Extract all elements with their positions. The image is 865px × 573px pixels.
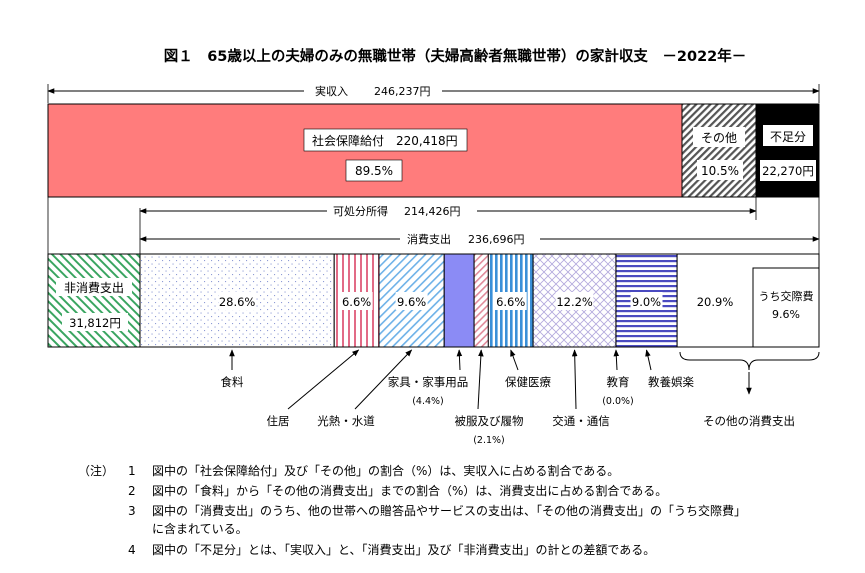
social-expense-label: うち交際費 bbox=[759, 289, 814, 303]
pointer-health bbox=[510, 349, 519, 371]
category-label-furniture: 家具・家事用品 bbox=[388, 375, 469, 389]
category-label-health: 保健医療 bbox=[505, 375, 551, 389]
percent-food: 28.6% bbox=[219, 295, 256, 309]
other-consumption-brace bbox=[679, 351, 820, 371]
income-arrow: 実収入 246,237円 bbox=[47, 83, 820, 99]
percent-bg-recreation bbox=[630, 292, 663, 310]
social-security-percent: 89.5% bbox=[355, 164, 393, 178]
income-row: 社会保障給付 220,418円 89.5% その他 10.5% 不足分 22,2… bbox=[47, 103, 820, 198]
income-arrow-value: 246,237円 bbox=[374, 85, 431, 98]
disposable-income-arrow: 可処分所得 214,426円 bbox=[139, 203, 757, 219]
category-label-other-consumption: その他の消費支出 bbox=[703, 414, 795, 428]
category-sublabel-clothing: (2.1%) bbox=[473, 435, 505, 446]
other-income-percent: 10.5% bbox=[701, 164, 739, 178]
pointer-clothing bbox=[477, 349, 484, 410]
other-income-label: その他 bbox=[701, 131, 737, 145]
percent-utilities: 9.6% bbox=[397, 295, 426, 309]
social-security-value: 220,418円 bbox=[396, 134, 458, 148]
percent-bg-transport bbox=[555, 292, 594, 310]
percent-bg-utilities bbox=[395, 292, 428, 310]
consumption-arrow-label: 消費支出 bbox=[407, 232, 451, 246]
pointer-recreation bbox=[645, 349, 652, 371]
disposable-arrow-label: 可処分所得 bbox=[333, 205, 388, 218]
category-label-food: 食料 bbox=[221, 375, 244, 389]
shortfall-value: 22,270円 bbox=[762, 164, 814, 178]
pointer-furniture bbox=[456, 349, 463, 371]
category-sublabel-education: (0.0%) bbox=[602, 396, 634, 407]
income-arrow-label: 実収入 bbox=[315, 84, 348, 98]
category-label-housing: 住居 bbox=[267, 414, 290, 428]
social-expense-percent: 9.6% bbox=[772, 308, 800, 321]
category-label-education: 教育 bbox=[607, 375, 630, 389]
expense-row: 非消費支出 31,812円 28.6% 6.6% 9.6% 6.6% 12.2% 9.0%… bbox=[47, 253, 820, 348]
percent-bg-health bbox=[494, 292, 527, 310]
category-label-utilities: 光熱・水道 bbox=[317, 414, 375, 428]
bar-other-income bbox=[681, 103, 757, 198]
bar-furniture bbox=[443, 253, 475, 348]
bar-shortfall bbox=[755, 103, 820, 198]
shortfall-label: 不足分 bbox=[770, 130, 806, 144]
non-consumption-label: 非消費支出 bbox=[64, 280, 124, 295]
percent-recreation: 9.0% bbox=[632, 295, 661, 309]
non-consumption-value: 31,812円 bbox=[69, 316, 121, 330]
percent-housing: 6.6% bbox=[342, 295, 371, 309]
consumption-arrow-value: 236,696円 bbox=[468, 233, 525, 246]
bar-recreation bbox=[615, 253, 678, 348]
disposable-arrow-value: 214,426円 bbox=[404, 205, 461, 218]
percent-transport: 12.2% bbox=[556, 295, 593, 309]
category-sublabel-furniture: (4.4%) bbox=[412, 396, 444, 407]
category-label-recreation: 教養娯楽 bbox=[648, 375, 694, 389]
percent-other-consumption: 20.9% bbox=[697, 295, 734, 309]
percent-health: 6.6% bbox=[496, 295, 525, 309]
chart-title: 図１ 65歳以上の夫婦のみの無職世帯（夫婦高齢者無職世帯）の家計収支 －2022… bbox=[164, 47, 747, 65]
category-label-clothing: 被服及び履物 bbox=[455, 414, 524, 428]
consumption-arrow: 消費支出 236,696円 bbox=[139, 231, 820, 247]
pointer-housing bbox=[287, 349, 360, 410]
percent-bg-food bbox=[218, 292, 256, 310]
social-security-label: 社会保障給付 bbox=[312, 133, 384, 148]
bar-non-consumption bbox=[47, 253, 141, 348]
pointer-transport bbox=[571, 349, 578, 410]
bar-clothing bbox=[473, 253, 489, 348]
category-label-transport: 交通・通信 bbox=[552, 414, 610, 428]
pointer-education bbox=[613, 349, 620, 371]
pointer-utilities bbox=[354, 349, 413, 410]
social-expense-box bbox=[752, 267, 820, 348]
percent-bg-housing bbox=[340, 292, 373, 310]
